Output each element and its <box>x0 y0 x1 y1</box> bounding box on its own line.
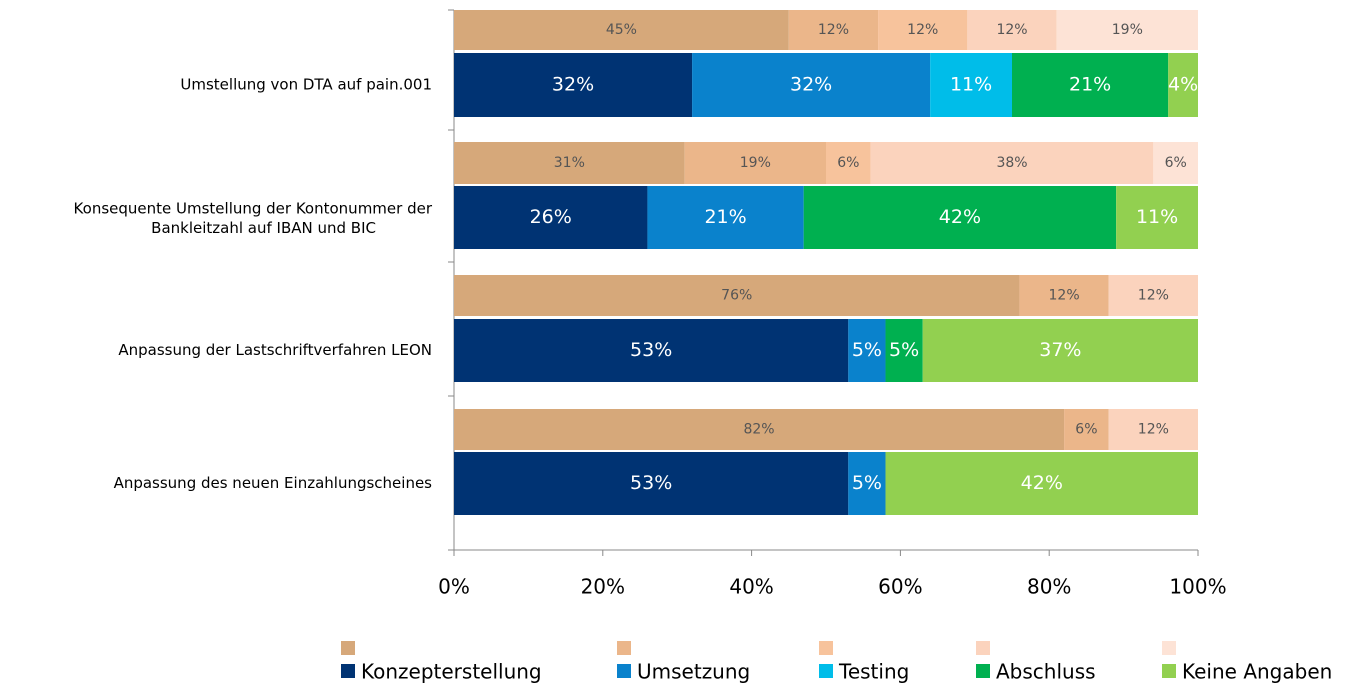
bar-segment <box>1108 409 1198 450</box>
bar-segment <box>454 452 849 515</box>
data-label: 21% <box>1069 74 1111 96</box>
bar-segment <box>454 275 1020 316</box>
bar-segment <box>803 186 1117 249</box>
legend-swatch <box>617 664 631 678</box>
category-label: Anpassung der Lastschriftverfahren LEON <box>118 341 432 359</box>
data-label: 4% <box>1168 74 1198 96</box>
legend-swatch <box>819 641 833 655</box>
data-label: 6% <box>837 155 859 171</box>
data-label: 45% <box>606 22 637 38</box>
legend-swatch <box>617 641 631 655</box>
x-tick-label: 0% <box>438 575 470 599</box>
bar-segment <box>1168 53 1198 117</box>
x-tick-label: 20% <box>581 575 625 599</box>
bar-segment <box>454 10 789 50</box>
category-label: Anpassung des neuen Einzahlungscheines <box>114 474 433 492</box>
legend-swatch <box>1162 664 1176 678</box>
data-label: 12% <box>996 22 1027 38</box>
data-label: 11% <box>1136 206 1178 228</box>
bar-segment <box>1056 10 1198 50</box>
bar-segment <box>454 319 849 382</box>
bar-segment <box>878 10 968 50</box>
bar-segment <box>922 319 1198 382</box>
bar-segment <box>454 186 648 249</box>
bar-segment <box>930 53 1012 117</box>
data-label: 53% <box>630 339 672 361</box>
bar-segment <box>967 10 1057 50</box>
bar-segment <box>1019 275 1109 316</box>
bar-segment <box>788 10 879 50</box>
x-tick-label: 100% <box>1169 575 1226 599</box>
data-label: 12% <box>818 22 849 38</box>
bar-segment <box>848 452 886 515</box>
category-label: Umstellung von DTA auf pain.001 <box>180 76 432 94</box>
data-label: 31% <box>554 155 585 171</box>
x-tick-label: 60% <box>878 575 922 599</box>
category-label: Konsequente Umstellung der Kontonummer d… <box>74 199 433 237</box>
data-label: 6% <box>1165 155 1187 171</box>
data-label: 12% <box>1049 288 1080 304</box>
legend-swatch <box>341 664 355 678</box>
data-label: 37% <box>1039 339 1081 361</box>
data-label: 19% <box>740 155 771 171</box>
x-tick-label: 40% <box>729 575 773 599</box>
bar-segment <box>647 186 804 249</box>
x-tick-label: 80% <box>1027 575 1071 599</box>
data-label: 42% <box>1021 472 1063 494</box>
bar-segment <box>1012 53 1169 117</box>
legend-label: Keine Angaben <box>1182 660 1332 684</box>
data-label: 32% <box>552 74 594 96</box>
legend-swatch <box>976 664 990 678</box>
data-label: 19% <box>1112 22 1143 38</box>
data-label: 38% <box>996 155 1027 171</box>
data-label: 26% <box>530 206 572 228</box>
bar-segment <box>885 319 923 382</box>
legend-swatch <box>341 641 355 655</box>
bar-segment <box>1116 186 1198 249</box>
data-label: 76% <box>721 288 752 304</box>
legend-label: Konzepterstellung <box>361 660 542 684</box>
data-label: 5% <box>852 472 882 494</box>
legend-label: Umsetzung <box>637 660 750 684</box>
legend-swatch <box>976 641 990 655</box>
data-label: 5% <box>889 339 919 361</box>
bar-segment <box>692 53 931 117</box>
bar-segment <box>454 409 1065 450</box>
data-label: 42% <box>939 206 981 228</box>
bar-segment <box>848 319 886 382</box>
bar-segment <box>1064 409 1109 450</box>
bar-segment <box>885 452 1198 515</box>
data-label: 5% <box>852 339 882 361</box>
data-label: 12% <box>1138 422 1169 438</box>
data-label: 32% <box>790 74 832 96</box>
data-label: 12% <box>1138 288 1169 304</box>
data-label: 82% <box>743 422 774 438</box>
bar-segment <box>870 142 1154 184</box>
legend-swatch <box>1162 641 1176 655</box>
data-label: 21% <box>704 206 746 228</box>
legend-swatch <box>819 664 833 678</box>
bar-segment <box>454 142 685 184</box>
data-label: 53% <box>630 472 672 494</box>
bar-segment <box>454 53 693 117</box>
bar-segment <box>826 142 871 184</box>
data-label: 6% <box>1075 422 1097 438</box>
bar-segment <box>1108 275 1198 316</box>
data-label: 11% <box>950 74 992 96</box>
bar-segment <box>684 142 826 184</box>
legend-label: Testing <box>838 660 909 684</box>
bar-segment <box>1153 142 1198 184</box>
data-label: 12% <box>907 22 938 38</box>
legend-label: Abschluss <box>996 660 1096 684</box>
